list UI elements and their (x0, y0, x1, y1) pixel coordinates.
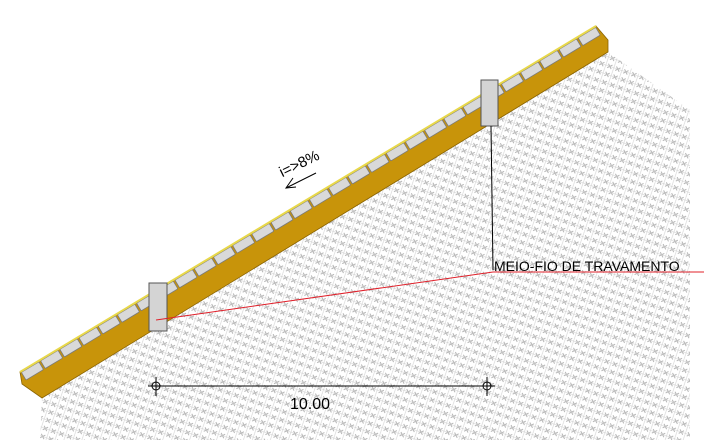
callout-label: MEIO-FIO DE TRAVAMENTO (494, 258, 680, 274)
slope-arrow (285, 172, 317, 189)
curb-upper (480, 79, 499, 127)
callout-leader-red (155, 271, 494, 321)
paver-block (578, 27, 601, 46)
top-edge (19, 25, 597, 373)
callout-leader-black (490, 125, 494, 271)
slope-arrow-head (284, 177, 297, 189)
dimension-label: 10.00 (290, 396, 331, 413)
curb-lower (148, 282, 168, 332)
dimension-marker-left (148, 377, 164, 396)
soil-hatch (40, 52, 690, 440)
dimension-marker-right (479, 377, 495, 396)
paver-row (21, 27, 601, 381)
paver-block (558, 38, 582, 58)
